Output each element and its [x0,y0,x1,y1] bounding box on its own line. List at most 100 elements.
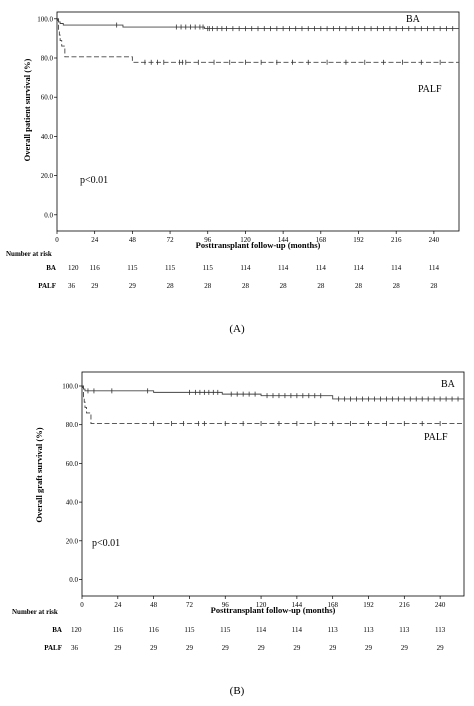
y-tick-label: 100.0 [37,15,53,23]
x-tick-label: 24 [114,601,122,609]
risk-row-label: BA [46,264,56,272]
y-tick-label: 60.0 [41,94,54,102]
risk-value: 29 [329,644,337,652]
risk-value: 28 [204,282,212,290]
y-tick-label: 80.0 [66,421,79,429]
x-tick-label: 216 [391,236,402,244]
risk-value: 116 [149,626,160,634]
y-tick-label: 40.0 [66,499,79,507]
x-tick-label: 168 [316,236,327,244]
x-tick-label: 240 [429,236,440,244]
chart-panel-a: 0.0 20.0 40.0 60.0 80.0 100.0 0 24 48 72 96 120 144 1… [6,11,460,335]
risk-value: 116 [90,264,101,272]
x-tick-label: 96 [222,601,230,609]
x-tick-label: 0 [55,236,59,244]
x-tick-label: 96 [204,236,212,244]
risk-value: 28 [355,282,363,290]
risk-value: 29 [365,644,373,652]
risk-value: 29 [114,644,122,652]
chart-panel-b: 0.0 20.0 40.0 60.0 80.0 100.0 0 24 48 72 96 120 144 1… [12,371,465,697]
x-tick-label: 48 [129,236,137,244]
x-axis-title: Posttransplant follow-up (months) [196,240,321,250]
x-tick-label: 0 [80,601,84,609]
risk-value: 115 [165,264,176,272]
risk-value: 28 [430,282,438,290]
y-axis-title: Overall graft survival (%) [34,427,44,522]
x-tick-label: 120 [256,601,267,609]
series-label-palf: PALF [424,432,448,443]
risk-value: 113 [435,626,446,634]
p-value-annotation: p<0.01 [80,175,108,186]
risk-value: 113 [328,626,339,634]
survival-curve-ba [57,18,459,30]
x-tick-label: 120 [240,236,251,244]
risk-value: 29 [91,282,99,290]
risk-value: 114 [316,264,327,272]
x-tick-label: 144 [278,236,289,244]
x-tick-label: 216 [399,601,410,609]
risk-value: 36 [71,644,79,652]
risk-value: 28 [393,282,401,290]
risk-value: 115 [220,626,231,634]
risk-value: 29 [401,644,409,652]
x-tick-label: 72 [186,601,194,609]
risk-value: 116 [113,626,124,634]
risk-row-label: PALF [44,644,62,652]
x-tick-label: 192 [353,236,364,244]
y-tick-label: 100.0 [62,383,78,391]
y-tick-label: 20.0 [41,172,54,180]
panel-label: (B) [230,685,245,697]
x-tick-label: 240 [435,601,446,609]
p-value-annotation: p<0.01 [92,538,120,549]
risk-value: 113 [399,626,410,634]
risk-value: 120 [68,264,79,272]
risk-value: 28 [317,282,325,290]
y-tick-label: 0.0 [69,576,78,584]
risk-value: 36 [68,282,76,290]
risk-value: 115 [127,264,138,272]
survival-curve-palf [57,18,459,63]
risk-value: 114 [292,626,303,634]
risk-value: 29 [222,644,230,652]
x-tick-label: 72 [167,236,175,244]
risk-value: 114 [240,264,251,272]
y-tick-label: 0.0 [44,211,53,219]
risk-value: 113 [363,626,374,634]
y-tick-label: 60.0 [66,460,79,468]
risk-value: 28 [280,282,288,290]
plot-frame [81,371,465,597]
y-tick-label: 20.0 [66,537,79,545]
risk-value: 28 [242,282,250,290]
risk-value: 115 [184,626,195,634]
risk-value: 29 [186,644,194,652]
x-tick-label: 24 [91,236,99,244]
risk-value: 114 [256,626,267,634]
series-label-palf: PALF [418,84,442,95]
risk-value: 29 [293,644,301,652]
x-axis-title: Posttransplant follow-up (months) [211,605,336,615]
x-tick-label: 192 [363,601,374,609]
risk-table-header: Number at risk [6,250,52,258]
risk-value: 28 [167,282,175,290]
y-tick-label: 80.0 [41,55,54,63]
y-tick-label: 40.0 [41,133,54,141]
risk-value: 29 [129,282,137,290]
panel-label: (A) [229,323,245,335]
risk-value: 114 [278,264,289,272]
x-tick-label: 168 [327,601,338,609]
risk-value: 29 [437,644,445,652]
risk-value: 29 [258,644,266,652]
risk-row-label: PALF [38,282,56,290]
risk-value: 114 [429,264,440,272]
risk-value: 29 [150,644,158,652]
y-axis-title: Overall patient survival (%) [22,58,32,161]
risk-table-header: Number at risk [12,608,58,616]
series-label-ba: BA [406,14,421,25]
x-tick-label: 48 [150,601,158,609]
series-label-ba: BA [441,379,456,390]
x-tick-label: 144 [292,601,303,609]
plot-frame [56,11,460,232]
risk-value: 120 [71,626,82,634]
survival-curve-palf [82,385,464,424]
